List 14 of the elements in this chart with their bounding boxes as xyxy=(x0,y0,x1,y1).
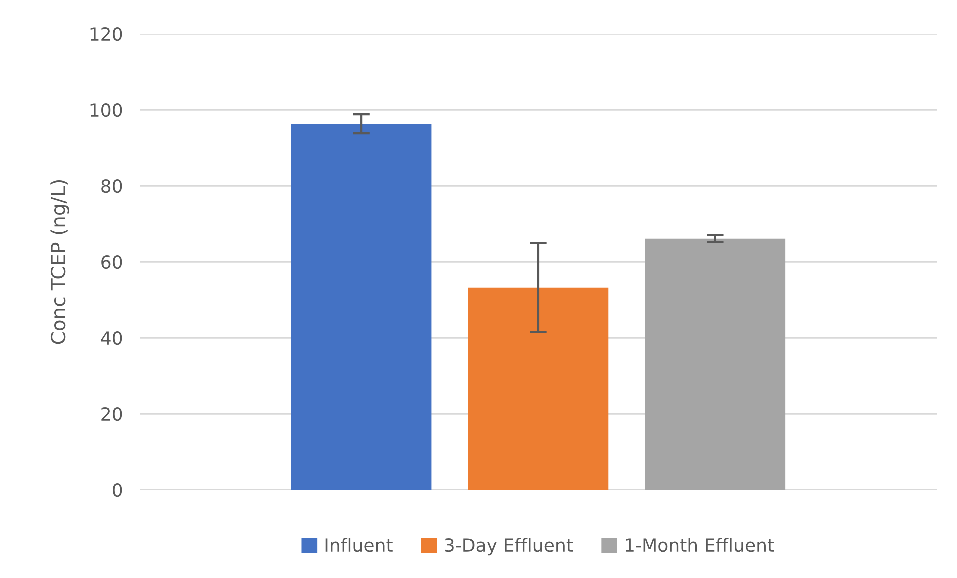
bar xyxy=(468,288,609,490)
y-tick-label: 60 xyxy=(102,255,122,270)
y-tick-label: 20 xyxy=(102,407,122,422)
legend-label: 3-Day Effluent xyxy=(445,538,574,556)
y-tick-label: 100 xyxy=(90,103,122,118)
y-tick-label: 0 xyxy=(113,483,122,498)
bar xyxy=(645,238,786,490)
y-tick-label: 80 xyxy=(102,179,122,194)
y-axis-title: Conc TCEP (ng/L) xyxy=(50,180,70,344)
y-tick-label: 40 xyxy=(101,331,122,346)
legend-label: 1-Month Effluent xyxy=(626,538,774,552)
legend-label: Influent xyxy=(326,538,393,552)
bar xyxy=(291,124,432,490)
y-tick-label: 120 xyxy=(90,27,122,42)
